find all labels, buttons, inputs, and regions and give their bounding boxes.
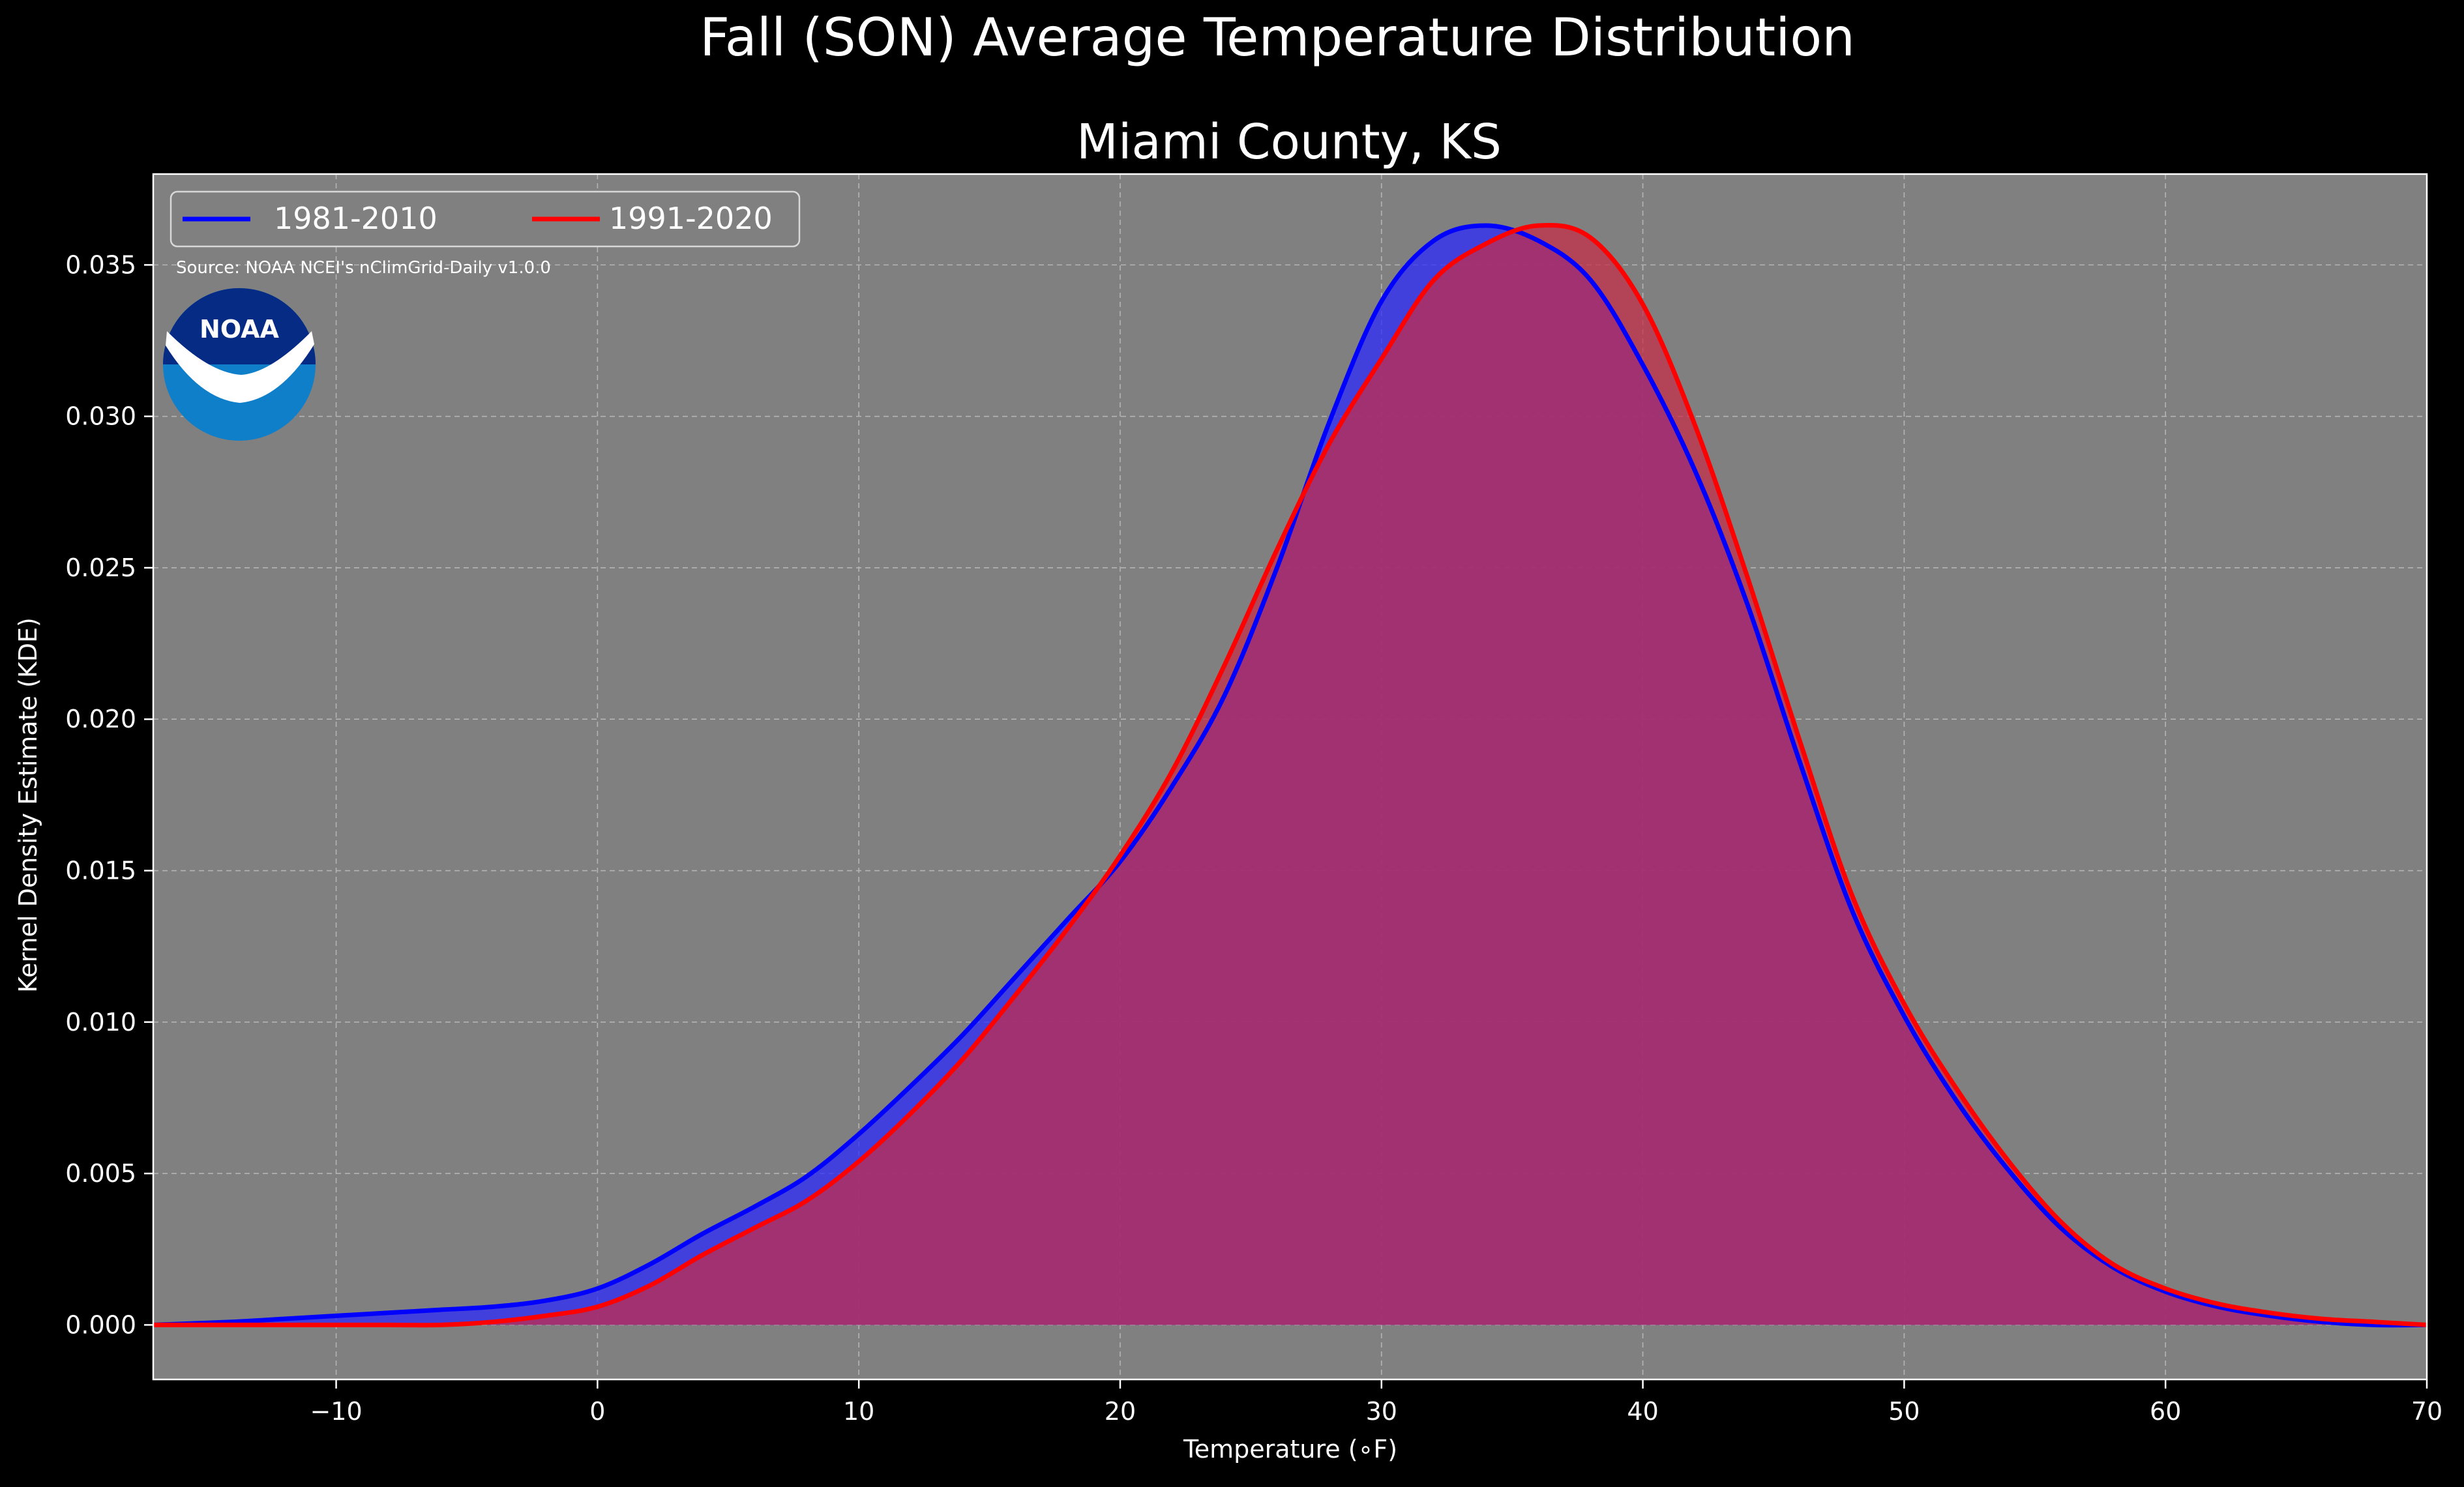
x-tick-label: −10 xyxy=(310,1397,362,1426)
series-line-1991-2020 xyxy=(153,222,2427,1328)
series-layer xyxy=(153,222,2427,1328)
plot-frame xyxy=(152,173,2428,1381)
x-tick-label: 70 xyxy=(2411,1397,2442,1426)
x-tick-label: 20 xyxy=(1105,1397,1136,1426)
legend-label-1991-2020: 1991-2020 xyxy=(609,201,773,236)
noaa-logo-icon: NOAA xyxy=(163,288,316,441)
x-tick-label: 50 xyxy=(1888,1397,1920,1426)
y-tick-label: 0.035 xyxy=(65,250,136,279)
figure-title: Fall (SON) Average Temperature Distribut… xyxy=(700,7,1855,68)
x-tick-label: 40 xyxy=(1627,1397,1658,1426)
y-tick-label: 0.005 xyxy=(65,1159,136,1188)
x-axis-label: Temperature (∘F) xyxy=(1183,1435,1397,1464)
source-annotation: Source: NOAA NCEI's nClimGrid-Daily v1.0… xyxy=(176,258,551,278)
axis-layer: −10 0 10 20 30 40 50 60 70 0.000 0.005 0.010 0.015 0.… xyxy=(65,250,2442,1426)
legend-box xyxy=(170,190,801,248)
noaa-logo-text: NOAA xyxy=(200,315,279,344)
x-tick-label: 60 xyxy=(2150,1397,2181,1426)
series-line-1981-2010 xyxy=(153,223,2427,1328)
y-tick-label: 0.030 xyxy=(65,402,136,431)
y-tick-label: 0.010 xyxy=(65,1008,136,1037)
y-tick-label: 0.025 xyxy=(65,553,136,582)
y-axis-label: Kernel Density Estimate (KDE) xyxy=(14,617,42,993)
x-tick-label: 30 xyxy=(1366,1397,1397,1426)
series-area-1991-2020 xyxy=(153,225,2427,1325)
y-tick-label: 0.000 xyxy=(65,1310,136,1339)
y-tick-label: 0.020 xyxy=(65,705,136,733)
y-tick-label: 0.015 xyxy=(65,857,136,885)
legend: 1981-2010 1991-2020 xyxy=(170,190,801,248)
chart-subtitle: Miami County, KS xyxy=(1076,114,1502,170)
x-tick-label: 0 xyxy=(589,1397,605,1426)
legend-label-1981-2010: 1981-2010 xyxy=(274,201,438,236)
x-tick-label: 10 xyxy=(843,1397,874,1426)
